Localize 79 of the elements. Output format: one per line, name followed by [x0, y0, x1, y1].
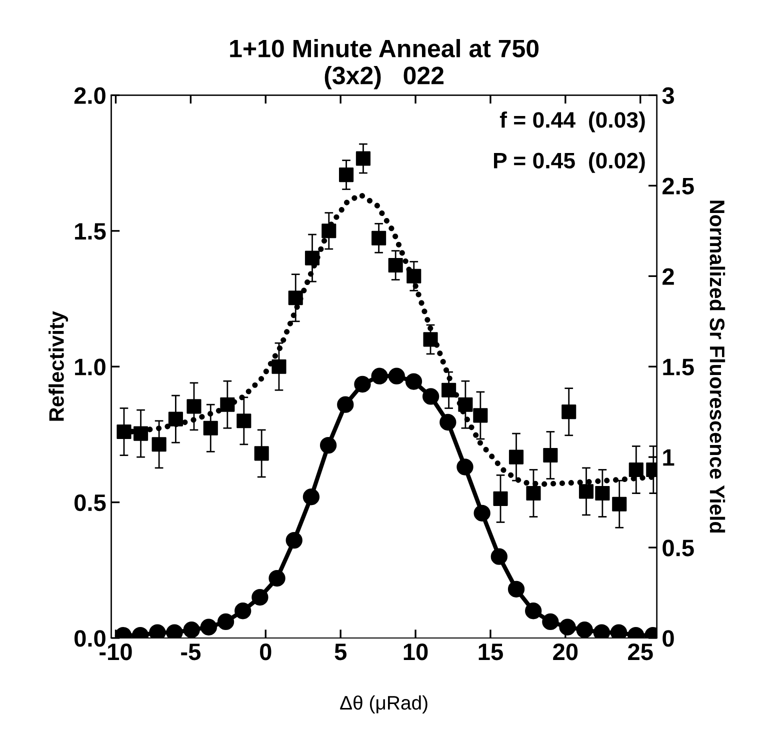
point [186, 399, 202, 414]
point [559, 618, 576, 636]
point [354, 376, 371, 393]
point [406, 268, 422, 284]
x-tick-label: 5 [334, 644, 346, 660]
y-tick-label: 0.5 [74, 494, 106, 512]
annotation: f = 0.44 (0.03) [500, 111, 645, 132]
x-axis-title: Δθ (μRad) [340, 695, 428, 714]
y2-tick-label: 1 [663, 449, 674, 466]
point [356, 151, 370, 166]
point [337, 396, 354, 413]
x-tick-label: -5 [181, 644, 201, 660]
point [302, 488, 320, 506]
point [236, 414, 252, 428]
point [422, 388, 440, 405]
y-tick-label: 1.5 [75, 223, 106, 240]
y2-axis-title: Normalized Sr Fluorescence Yield [710, 200, 726, 533]
point [578, 484, 594, 499]
point [542, 613, 559, 630]
y2-tick-label: 1.5 [663, 358, 694, 376]
point [268, 570, 286, 587]
point [405, 373, 422, 390]
point [322, 224, 336, 238]
point [525, 602, 542, 620]
point [576, 622, 593, 638]
x-tick-label: 15 [478, 644, 503, 660]
point [168, 412, 183, 426]
point [473, 408, 488, 423]
x-tick-label: 10 [404, 643, 428, 660]
point [152, 437, 166, 452]
point [508, 450, 524, 464]
point [490, 548, 508, 565]
x-tick-label: 0 [260, 643, 272, 660]
point [508, 580, 525, 598]
annotation: P = 0.45 (0.02) [494, 152, 645, 173]
point [320, 436, 337, 454]
point [304, 250, 320, 266]
point [543, 448, 558, 463]
point [456, 458, 474, 476]
point [372, 230, 386, 246]
point [440, 414, 456, 431]
point [388, 258, 403, 273]
point [442, 382, 456, 398]
point [252, 588, 268, 606]
y2-tick-label: 2 [662, 268, 674, 285]
point [371, 368, 388, 384]
point [200, 618, 218, 636]
point [272, 359, 286, 374]
point [562, 404, 576, 420]
x-tick-label: 20 [553, 643, 578, 660]
point [203, 420, 218, 436]
y-tick-label: 1.0 [75, 358, 106, 376]
point [133, 426, 148, 441]
point [595, 486, 610, 501]
y2-tick-label: 0.5 [662, 540, 694, 556]
y2-tick-label: 2.5 [662, 178, 694, 194]
chart-title: 1+10 Minute Anneal at 750 (3x2) 022 [230, 39, 539, 90]
point [116, 424, 132, 440]
y2-tick-label: 0 [662, 630, 674, 647]
y-tick-label: 2.0 [74, 87, 106, 104]
point [423, 332, 438, 347]
point [628, 462, 644, 478]
point [474, 504, 490, 522]
point [220, 397, 235, 412]
point [458, 397, 473, 412]
point [254, 446, 269, 461]
point [183, 622, 200, 638]
point [286, 532, 302, 549]
x-tick-label: 25 [628, 643, 653, 660]
y-axis-title: Reflectivity [48, 311, 68, 421]
point [388, 368, 405, 384]
point [234, 602, 252, 620]
point [526, 486, 541, 501]
point [217, 613, 234, 630]
point [612, 496, 627, 512]
point [288, 290, 303, 306]
point [338, 168, 354, 182]
y2-tick-label: 3 [662, 87, 674, 104]
point [493, 491, 508, 506]
